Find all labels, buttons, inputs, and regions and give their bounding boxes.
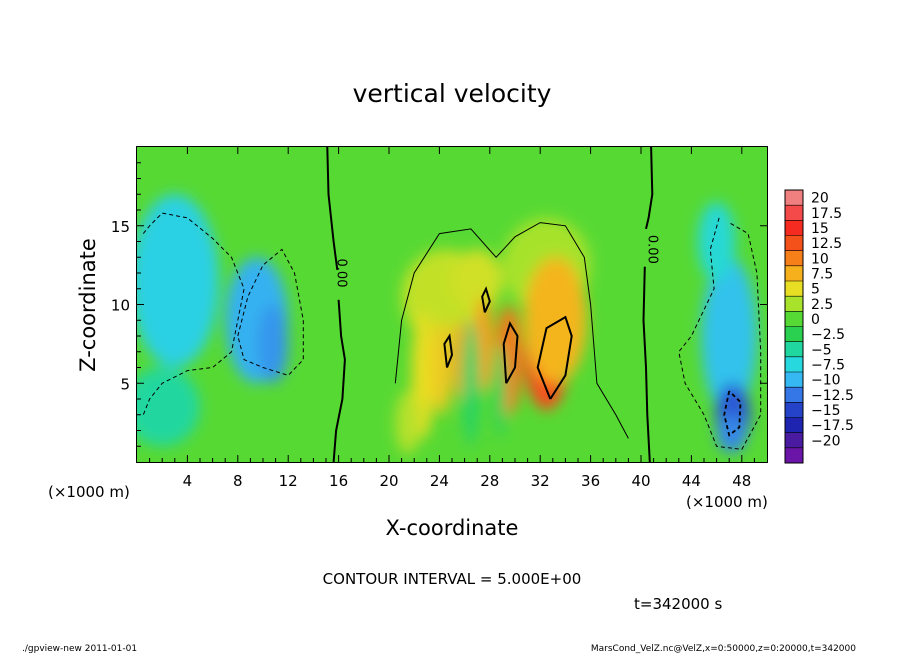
field-cell [716, 414, 747, 453]
x-axis: 4 8 12 16 20 24 28 32 36 40 44 48 [149, 147, 755, 490]
x-unit-label-right: (×1000 m) [686, 493, 768, 511]
chart-title: vertical velocity [353, 79, 552, 108]
field-cell [701, 257, 757, 415]
colorbar-label: −20 [811, 433, 841, 449]
y-tick-label: 15 [111, 218, 130, 236]
colorbar-swatch [785, 326, 803, 343]
x-tick-label: 36 [581, 472, 600, 490]
colorbar-label: 15 [811, 221, 829, 237]
zero-contour [326, 147, 339, 271]
zero-contour [642, 266, 651, 462]
footer-right: MarsCond_VelZ.nc@VelZ,x=0:50000,z=0:2000… [591, 644, 856, 654]
colorbar-swatch [785, 190, 803, 206]
x-tick-label: 48 [732, 472, 751, 490]
colorbar-swatch [785, 311, 803, 327]
x-tick-label: 4 [183, 472, 193, 490]
field-cell [523, 257, 587, 384]
x-tick-label: 20 [379, 472, 398, 490]
negative-contour [723, 390, 742, 437]
positive-contour [394, 222, 629, 439]
positive-contour [502, 320, 519, 384]
contour-label: 0.00 [333, 259, 348, 288]
plot-frame [136, 146, 768, 463]
y-axis: 5 10 15 [111, 162, 767, 447]
field-cell [257, 304, 289, 384]
colorbar-swatch [785, 341, 803, 358]
colorbar-swatch [785, 220, 803, 236]
negative-contour [237, 248, 304, 376]
colorbar-label: 12.5 [811, 236, 842, 252]
contour-interval: CONTOUR INTERVAL = 5.000E+00 [323, 570, 582, 588]
footer-left: ./gpview-new 2011-01-01 [22, 644, 137, 654]
field-cell [137, 194, 219, 368]
colorbar-swatch [785, 205, 803, 221]
colorbar-label: 7.5 [811, 266, 833, 282]
colorbar-swatch [785, 235, 803, 252]
colorbar-label: −15 [811, 403, 841, 419]
field-cell [452, 249, 503, 313]
colorbar-label: −12.5 [811, 388, 854, 404]
colorbar-swatch [785, 402, 803, 418]
colorbar-label: −2.5 [811, 327, 845, 343]
x-tick-label: 28 [480, 472, 499, 490]
field [137, 147, 767, 462]
field-cell [493, 343, 507, 439]
colorbar-label: 5 [811, 282, 820, 298]
negative-contour [142, 212, 245, 415]
colorbar-swatch [785, 447, 803, 464]
contours [142, 147, 762, 462]
colorbar-swatch [785, 356, 803, 373]
x-tick-label: 16 [329, 472, 348, 490]
colorbar-label: −10 [811, 373, 841, 389]
plot-area: 0.00 0.00 [137, 147, 767, 462]
x-tick-label: 12 [279, 472, 298, 490]
colorbar-label: 0 [811, 312, 820, 328]
colorbar-swatch [785, 250, 803, 267]
colorbar-label: −5 [811, 342, 832, 358]
x-tick-label: 44 [682, 472, 701, 490]
colorbar-swatch [785, 296, 803, 312]
colorbar-label: 10 [811, 251, 829, 267]
colorbar-label: −7.5 [811, 357, 845, 373]
y-axis-title: Z-coordinate [76, 238, 100, 372]
zero-contour [332, 299, 346, 462]
contour-label: 0.00 [645, 235, 660, 264]
field-cell [431, 320, 453, 415]
positive-contour [536, 315, 573, 400]
colorbar-swatch [785, 387, 803, 403]
x-tick-label: 40 [631, 472, 650, 490]
colorbar-label: 20 [811, 191, 829, 207]
positive-contour [443, 333, 454, 368]
colorbar-swatch [785, 265, 803, 282]
x-tick-label: 24 [430, 472, 449, 490]
colorbar-swatch [785, 432, 803, 449]
colorbar-label: 17.5 [811, 206, 842, 222]
y-tick-label: 10 [111, 297, 130, 315]
colorbar-label: 2.5 [811, 297, 833, 313]
colorbar-label: −17.5 [811, 418, 854, 434]
x-axis-title: X-coordinate [386, 516, 519, 540]
zero-contour [645, 147, 654, 230]
x-unit-label-left: (×1000 m) [48, 483, 130, 501]
field-cell [697, 202, 736, 281]
x-tick-label: 8 [233, 472, 243, 490]
colorbar-swatch [785, 417, 803, 434]
colorbar-swatch [785, 372, 803, 388]
x-tick-label: 32 [531, 472, 550, 490]
field-cell [137, 367, 200, 447]
field-cell [462, 320, 480, 447]
colorbar: 2017.51512.5107.552.50−2.5−5−7.5−10−12.5… [784, 189, 854, 464]
negative-contour [678, 217, 762, 450]
positive-contour [481, 286, 491, 313]
y-tick-label: 5 [120, 375, 130, 393]
time-label: t=342000 s [634, 595, 722, 613]
colorbar-swatch [785, 281, 803, 297]
field-cell [395, 391, 421, 455]
